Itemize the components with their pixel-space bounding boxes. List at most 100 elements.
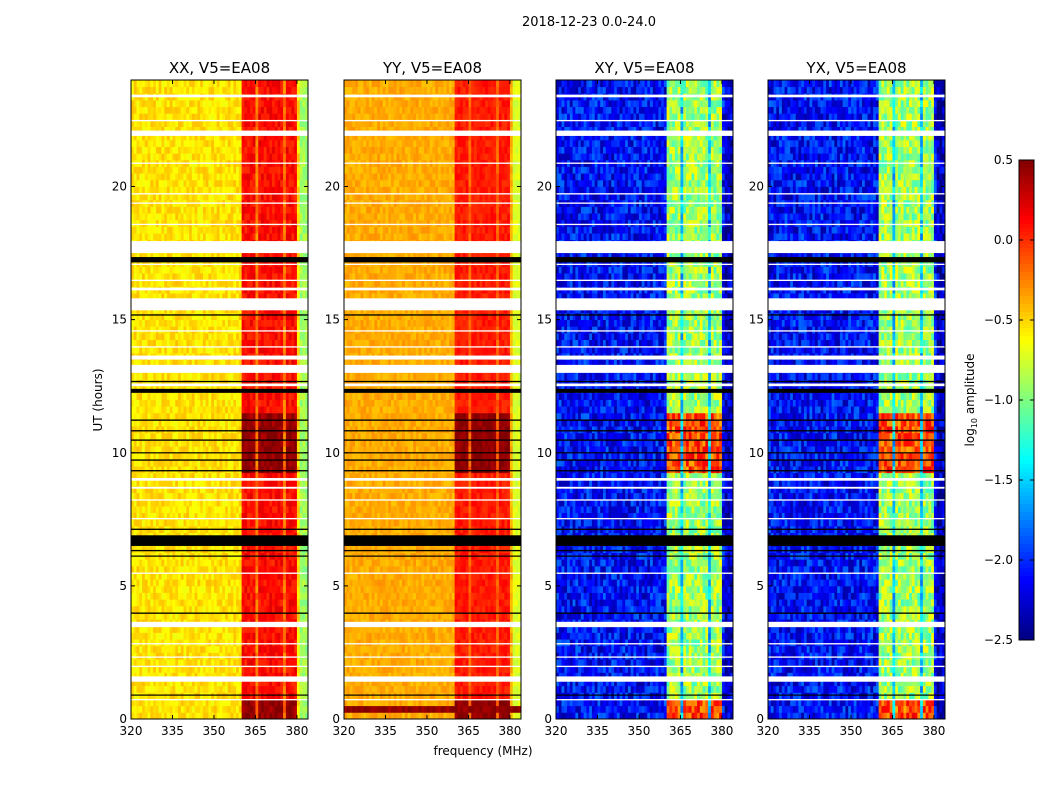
heatmap-cell [299,319,303,327]
heatmap-cell [161,585,165,593]
heatmap-cell [230,432,234,440]
heatmap-cell [249,426,254,434]
heatmap-cell [200,259,204,267]
heatmap-cell [213,572,218,580]
heatmap-cell [277,406,281,414]
heatmap-cell [186,472,190,480]
heatmap-cell [252,519,256,527]
heatmap-cell [247,652,251,660]
heatmap-cell [238,339,243,347]
heatmap-cell [288,572,292,580]
heatmap-cell [164,699,168,707]
heatmap-cell [305,472,309,480]
heatmap-cell [189,293,193,301]
heatmap-cell [233,599,237,607]
heatmap-cell [296,512,301,520]
heatmap-cell [236,499,240,507]
heatmap-cell [266,379,270,387]
heatmap-cell [142,599,146,607]
heatmap-cell [139,605,143,613]
heatmap-cell [238,712,243,720]
heatmap-cell [144,499,148,507]
heatmap-cell [283,612,287,620]
heatmap-cell [236,605,240,613]
heatmap-cell [252,372,256,380]
heatmap-cell [202,492,207,500]
heatmap-cell [197,705,201,713]
heatmap-cell [222,472,226,480]
heatmap-cell [147,479,151,487]
heatmap-cell [200,426,204,434]
heatmap-cell [263,266,267,274]
heatmap-cell [183,266,187,274]
heatmap-cell [150,692,154,700]
heatmap-cell [202,572,207,580]
heatmap-cell [252,432,256,440]
heatmap-cell [283,432,287,440]
heatmap-cell [255,685,259,693]
heatmap-cell [283,326,287,334]
heatmap-cell [244,219,248,227]
heatmap-cell [252,319,256,327]
heatmap-cell [175,599,179,607]
heatmap-cell [164,652,168,660]
heatmap-cell [249,466,254,474]
heatmap-cell [280,519,284,527]
heatmap-cell [238,659,243,667]
heatmap-cell [175,326,179,334]
heatmap-cell [183,446,187,454]
heatmap-cell [197,486,201,494]
heatmap-cell [172,512,176,520]
heatmap-cell [133,219,137,227]
heatmap-cell [236,266,240,274]
heatmap-cell [285,226,290,234]
heatmap-cell [222,326,226,334]
heatmap-cell [183,585,187,593]
heatmap-cell [247,506,251,514]
heatmap-cell [258,372,262,380]
heatmap-cell [236,565,240,573]
heatmap-cell [266,705,270,713]
heatmap-cell [186,639,190,647]
heatmap-cell [299,273,303,281]
heatmap-cell [222,685,226,693]
heatmap-cell [186,492,190,500]
heatmap-cell [161,512,165,520]
heatmap-cell [233,293,237,301]
heatmap-cell [269,332,273,340]
heatmap-cell [216,253,220,261]
heatmap-cell [277,705,281,713]
heatmap-cell [285,545,290,553]
heatmap-cell [189,419,193,427]
heatmap-cell [274,426,278,434]
heatmap-cell [216,612,220,620]
heatmap-cell [266,213,270,221]
heatmap-cell [200,359,204,367]
heatmap-cell [139,579,143,587]
heatmap-cell [291,253,295,261]
heatmap-cell [144,233,148,241]
heatmap-cell [161,419,165,427]
heatmap-cell [299,279,303,287]
heatmap-cell [169,459,173,467]
heatmap-cell [280,446,284,454]
heatmap-cell [219,579,223,587]
heatmap-cell [133,273,137,281]
heatmap-cell [227,545,231,553]
heatmap-cell [263,319,267,327]
heatmap-cell [205,233,209,241]
heatmap-cell [296,579,301,587]
heatmap-cell [225,599,229,607]
heatmap-cell [194,372,198,380]
heatmap-cell [180,459,184,467]
heatmap-cell [260,679,265,687]
heatmap-cell [233,399,237,407]
heatmap-cell [158,545,162,553]
heatmap-cell [205,479,209,487]
heatmap-cell [291,379,295,387]
heatmap-cell [158,472,162,480]
heatmap-cell [233,279,237,287]
heatmap-cell [139,612,143,620]
heatmap-cell [155,592,160,600]
heatmap-cell [186,512,190,520]
